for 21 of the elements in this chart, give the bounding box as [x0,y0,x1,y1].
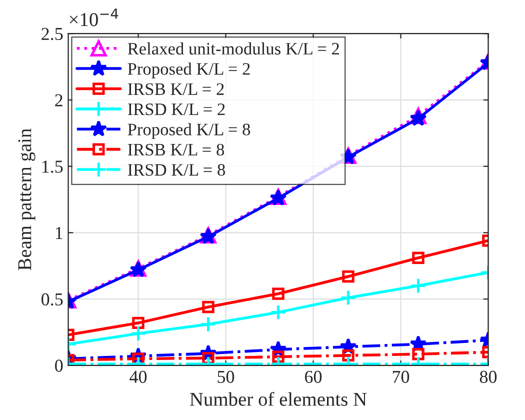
legend-label: Relaxed unit-modulus K/L = 2 [128,42,339,55]
x-axis-title: Number of elements N [190,392,367,406]
x-tick-label: 70 [392,370,410,383]
y-tick-label: 2 [55,94,62,106]
y-tick-label: 1 [56,227,62,239]
y-tick-label: 0.5 [42,293,63,306]
y-tick-label: 2.5 [42,28,63,40]
legend-label: IRSD K/L = 8 [128,164,225,176]
text: ×10$^{−4}$ [70,8,118,26]
y-tick-label: 1.5 [42,160,63,173]
legend-label: IRSB K/L = 8 [128,144,224,156]
y-axis-title: Beam pattern gain [18,128,36,270]
x-tick-label: 40 [130,370,147,383]
legend-label: Proposed K/L = 8 [128,123,250,139]
x-tick-label: 60 [305,370,322,383]
legend-label: Proposed K/L = 2 [128,62,250,78]
y-tick-label: 0 [55,360,63,372]
x-tick-label: 80 [480,370,497,383]
x-tick-label: 50 [218,370,234,383]
legend-label: IRSB K/L = 2 [128,83,224,95]
legend-label: IRSD K/L = 2 [128,104,225,116]
